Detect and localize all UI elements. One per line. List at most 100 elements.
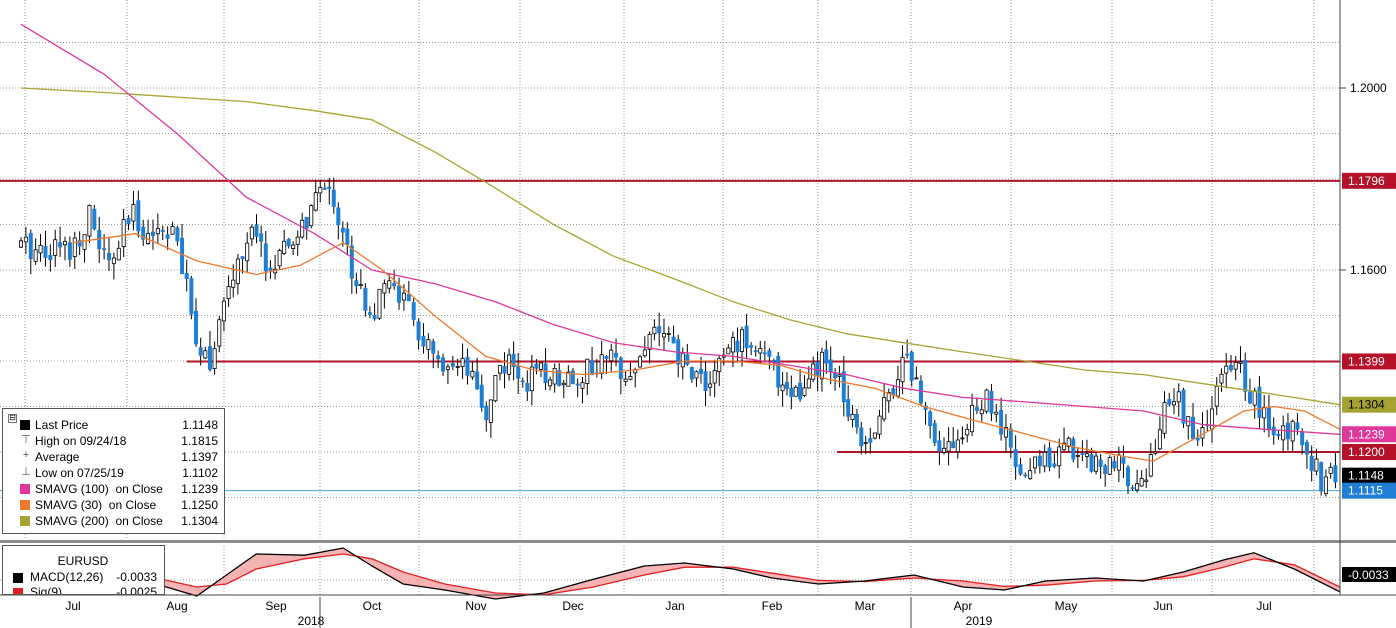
candle-body: [1116, 454, 1121, 471]
candle-body: [1062, 442, 1067, 451]
candle-body: [928, 411, 933, 427]
candle-body: [534, 363, 539, 369]
candle-body: [502, 366, 507, 374]
candle-body: [1252, 390, 1257, 406]
candle-body: [882, 397, 887, 420]
x-tick-label: Jul: [1256, 599, 1271, 613]
candle-body: [175, 227, 180, 242]
candle-body: [1107, 457, 1112, 475]
candle-body: [484, 405, 489, 421]
candle-body: [815, 361, 820, 377]
candle-body: [1271, 426, 1276, 436]
candle-body: [798, 382, 803, 400]
candle-body: [286, 238, 291, 247]
legend-label: Last Price: [35, 418, 89, 432]
candle-body: [327, 186, 332, 189]
candle-body: [194, 310, 199, 345]
candle-body: [1195, 437, 1200, 441]
candle-body: [811, 363, 816, 380]
legend-value: 1.1148: [182, 418, 218, 432]
candle-body: [387, 280, 392, 289]
candle-body: [872, 432, 877, 439]
candle-body: [652, 326, 657, 335]
candle-body: [543, 363, 548, 384]
candle-body: [1238, 361, 1243, 364]
candle-body: [331, 189, 336, 207]
candle-body: [436, 355, 441, 360]
candle-body: [180, 237, 185, 275]
candle-body: [561, 382, 566, 386]
legend-value: 1.1250: [181, 498, 218, 512]
candle-body: [1243, 360, 1248, 392]
price-tag: [1342, 467, 1396, 484]
candle-body: [784, 381, 789, 389]
legend-row: ⊤ High on 09/24/18 1.1815: [3, 433, 224, 449]
candle-body: [900, 356, 905, 383]
candle-body: [1300, 431, 1305, 446]
price-tag-label: 1.1200: [1348, 445, 1385, 459]
candle-body: [268, 267, 273, 271]
candle-body: [1103, 465, 1108, 474]
candle-body: [363, 287, 368, 311]
candle-body: [789, 387, 794, 398]
collapse-icon[interactable]: ⊟: [8, 413, 17, 423]
price-tag-label: 1.1399: [1348, 354, 1385, 368]
candle-body: [859, 427, 864, 447]
candle-body: [557, 370, 562, 386]
candle-body: [1309, 455, 1314, 472]
candle-body: [671, 336, 676, 344]
candle-body: [753, 350, 758, 353]
candle-body: [647, 333, 652, 350]
candle-body: [1148, 454, 1153, 477]
candle-body: [525, 382, 530, 392]
candle-body: [744, 325, 749, 349]
candle-body: [837, 374, 842, 377]
candle-body: [1003, 427, 1008, 438]
candle-body: [708, 383, 713, 388]
legend-swatch: [20, 500, 30, 510]
candle-body: [401, 292, 406, 301]
sma-30-line: [72, 232, 1341, 462]
candle-body: [460, 357, 465, 367]
candle-body: [1052, 463, 1057, 467]
x-tick-label: Feb: [762, 599, 783, 613]
candle-body: [136, 200, 141, 232]
candle-body: [497, 365, 502, 374]
candle-body: [1190, 416, 1195, 439]
legend-label: Low on 07/25/19: [35, 466, 124, 480]
candle-body: [1057, 446, 1062, 467]
candle-body: [254, 224, 259, 237]
candle-body: [493, 375, 498, 402]
candle-body: [203, 350, 208, 359]
candle-body: [1153, 451, 1158, 454]
candle-body: [661, 333, 666, 338]
price-tag-label: 1.1115: [1348, 484, 1383, 498]
candle-body: [1262, 407, 1267, 419]
x-tick-label: Mar: [855, 599, 876, 613]
x-year-label: 2018: [298, 614, 325, 628]
candle-body: [300, 219, 305, 238]
legend-glyph-icon: +: [22, 449, 30, 461]
candle-body: [749, 345, 754, 348]
candle-body: [340, 227, 345, 233]
candle-body: [426, 339, 431, 350]
candle-body: [1135, 483, 1140, 491]
candle-body: [1112, 460, 1117, 469]
legend-row: ⊥ Low on 07/25/19 1.1102: [3, 465, 224, 481]
sma-200-line: [20, 87, 1340, 406]
legend-glyph-icon: ⊤: [21, 434, 31, 446]
candle-body: [507, 354, 512, 375]
legend-swatch: [20, 516, 30, 526]
candle-body: [989, 390, 994, 414]
candle-body: [680, 352, 685, 368]
candle-body: [642, 349, 647, 357]
price-tags: -0.0033 1.1796 1.1399 1.1304 1.1239 1.1200 1.1…: [1342, 172, 1396, 582]
candle-body: [322, 187, 327, 190]
candle-body: [511, 353, 516, 367]
candle-body: [377, 288, 382, 319]
candle-body: [726, 347, 731, 355]
legend-row: SMAVG (200) on Close 1.1304: [3, 513, 224, 529]
candle-body: [854, 414, 859, 428]
candle-body: [994, 411, 999, 415]
candle-body: [1125, 467, 1130, 487]
